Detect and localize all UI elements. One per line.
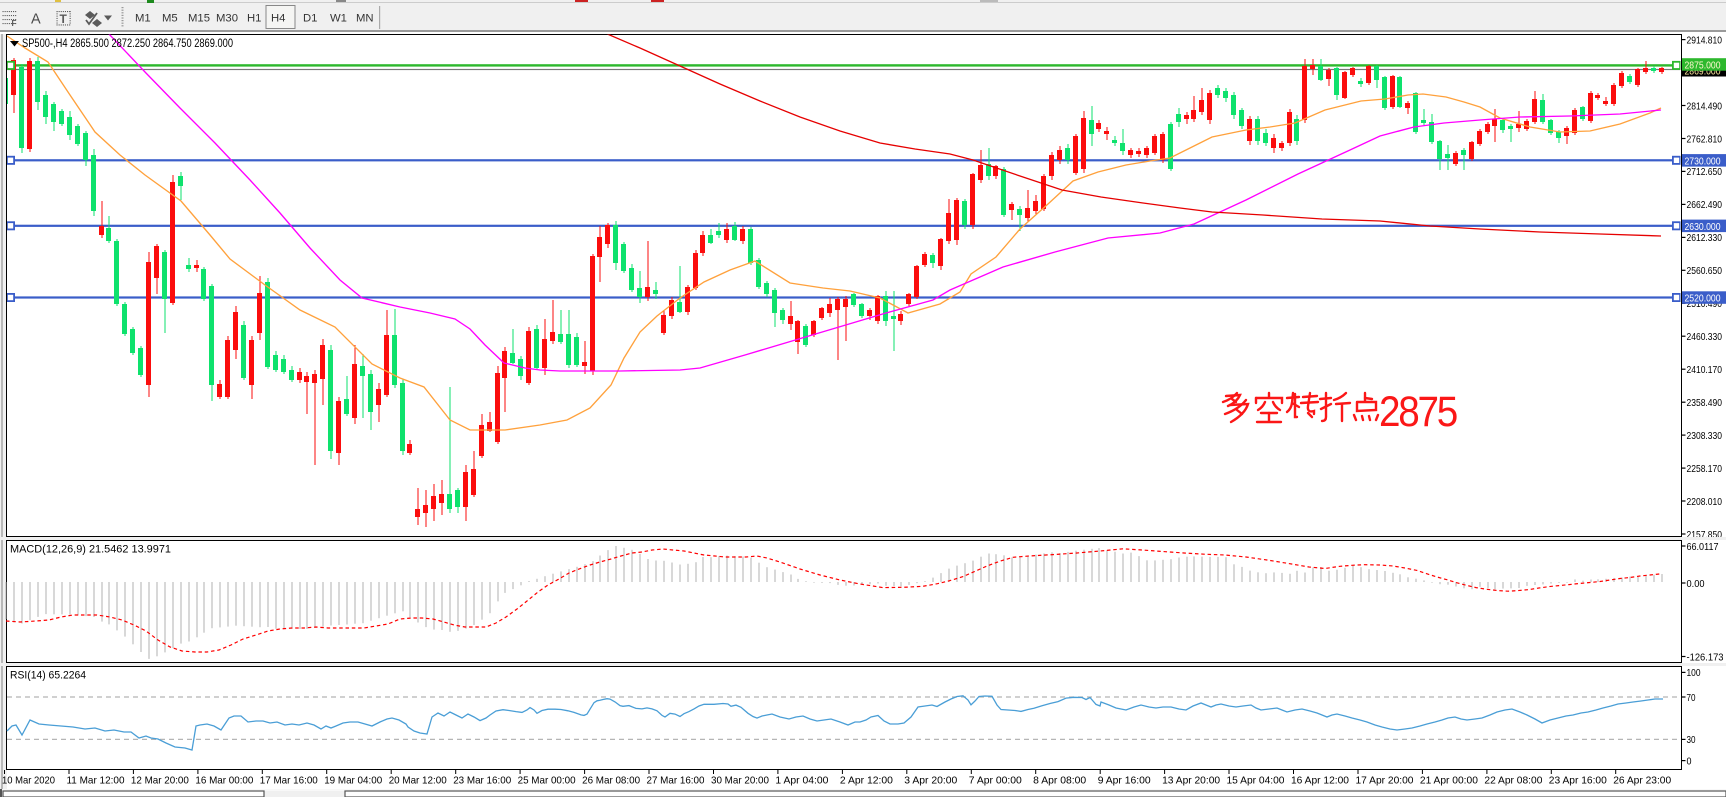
svg-text:2914.810: 2914.810 [1687, 35, 1723, 46]
svg-text:2875: 2875 [1379, 388, 1457, 436]
svg-text:20 Mar 12:00: 20 Mar 12:00 [389, 776, 447, 787]
svg-text:2460.330: 2460.330 [1687, 332, 1723, 343]
svg-text:2510.490: 2510.490 [1687, 299, 1723, 310]
svg-text:2 Apr 12:00: 2 Apr 12:00 [840, 776, 893, 787]
svg-text:-126.173: -126.173 [1687, 652, 1724, 663]
svg-text:T: T [60, 12, 68, 26]
svg-text:16 Mar 00:00: 16 Mar 00:00 [195, 776, 253, 787]
svg-text:19 Mar 04:00: 19 Mar 04:00 [324, 776, 382, 787]
svg-text:M30: M30 [216, 13, 238, 25]
svg-text:RSI(14) 65.2264: RSI(14) 65.2264 [10, 670, 86, 682]
svg-text:23 Mar 16:00: 23 Mar 16:00 [453, 776, 511, 787]
svg-text:22 Apr 08:00: 22 Apr 08:00 [1484, 776, 1542, 787]
svg-text:W1: W1 [330, 13, 347, 25]
svg-text:7 Apr 00:00: 7 Apr 00:00 [969, 776, 1022, 787]
svg-text:17 Apr 20:00: 17 Apr 20:00 [1356, 776, 1414, 787]
svg-text:26 Mar 08:00: 26 Mar 08:00 [582, 776, 640, 787]
svg-text:2869.000: 2869.000 [1685, 66, 1721, 77]
svg-text:16 Apr 12:00: 16 Apr 12:00 [1291, 776, 1349, 787]
svg-text:17 Mar 16:00: 17 Mar 16:00 [260, 776, 318, 787]
svg-text:0.00: 0.00 [1687, 579, 1705, 590]
svg-text:SP500-,H4 2865.500 2872.250 2: SP500-,H4 2865.500 2872.250 2864.750 286… [22, 38, 233, 50]
svg-text:2258.170: 2258.170 [1687, 464, 1723, 475]
svg-text:2662.490: 2662.490 [1687, 200, 1723, 211]
svg-text:H4: H4 [271, 13, 285, 25]
svg-text:12 Mar 20:00: 12 Mar 20:00 [131, 776, 189, 787]
svg-text:M15: M15 [188, 13, 210, 25]
svg-text:0: 0 [1687, 756, 1692, 767]
svg-text:70: 70 [1687, 693, 1696, 704]
svg-text:23 Apr 16:00: 23 Apr 16:00 [1549, 776, 1607, 787]
svg-text:3 Apr 20:00: 3 Apr 20:00 [904, 776, 957, 787]
svg-text:F: F [12, 19, 17, 28]
svg-text:2730.000: 2730.000 [1685, 156, 1721, 167]
svg-text:2208.010: 2208.010 [1687, 497, 1723, 508]
svg-text:2762.810: 2762.810 [1687, 134, 1723, 145]
svg-text:2612.330: 2612.330 [1687, 233, 1723, 244]
svg-text:2875.000: 2875.000 [1685, 60, 1721, 71]
svg-text:21 Apr 00:00: 21 Apr 00:00 [1420, 776, 1478, 787]
svg-text:2410.170: 2410.170 [1687, 365, 1723, 376]
svg-text:9 Apr 16:00: 9 Apr 16:00 [1098, 776, 1151, 787]
svg-text:30: 30 [1687, 735, 1696, 746]
svg-text:15 Apr 04:00: 15 Apr 04:00 [1227, 776, 1285, 787]
svg-text:11 Mar 12:00: 11 Mar 12:00 [67, 776, 125, 787]
svg-text:1 Apr 04:00: 1 Apr 04:00 [775, 776, 828, 787]
svg-text:M1: M1 [135, 13, 151, 25]
svg-text:25 Mar 00:00: 25 Mar 00:00 [518, 776, 576, 787]
svg-text:8 Apr 08:00: 8 Apr 08:00 [1033, 776, 1086, 787]
svg-text:13 Apr 20:00: 13 Apr 20:00 [1162, 776, 1220, 787]
svg-text:D1: D1 [303, 13, 317, 25]
svg-text:66.0117: 66.0117 [1687, 542, 1719, 553]
svg-text:2308.330: 2308.330 [1687, 431, 1723, 442]
svg-text:10 Mar 2020: 10 Mar 2020 [2, 776, 55, 787]
svg-text:A: A [31, 12, 41, 28]
svg-text:MACD(12,26,9) 21.5462 13.9971: MACD(12,26,9) 21.5462 13.9971 [10, 544, 171, 556]
svg-text:2814.490: 2814.490 [1687, 101, 1723, 112]
svg-text:2520.000: 2520.000 [1685, 294, 1721, 305]
svg-text:2358.490: 2358.490 [1687, 398, 1723, 409]
svg-text:2712.650: 2712.650 [1687, 167, 1723, 178]
svg-text:2560.650: 2560.650 [1687, 266, 1723, 277]
svg-text:M5: M5 [162, 13, 178, 25]
svg-text:2630.000: 2630.000 [1685, 222, 1721, 233]
svg-text:30 Mar 20:00: 30 Mar 20:00 [711, 776, 769, 787]
svg-text:100: 100 [1687, 668, 1701, 679]
svg-text:26 Apr 23:00: 26 Apr 23:00 [1613, 776, 1671, 787]
svg-text:MN: MN [356, 13, 374, 25]
svg-text:2157.850: 2157.850 [1687, 530, 1723, 541]
svg-text:H1: H1 [247, 13, 261, 25]
svg-text:27 Mar 16:00: 27 Mar 16:00 [647, 776, 705, 787]
